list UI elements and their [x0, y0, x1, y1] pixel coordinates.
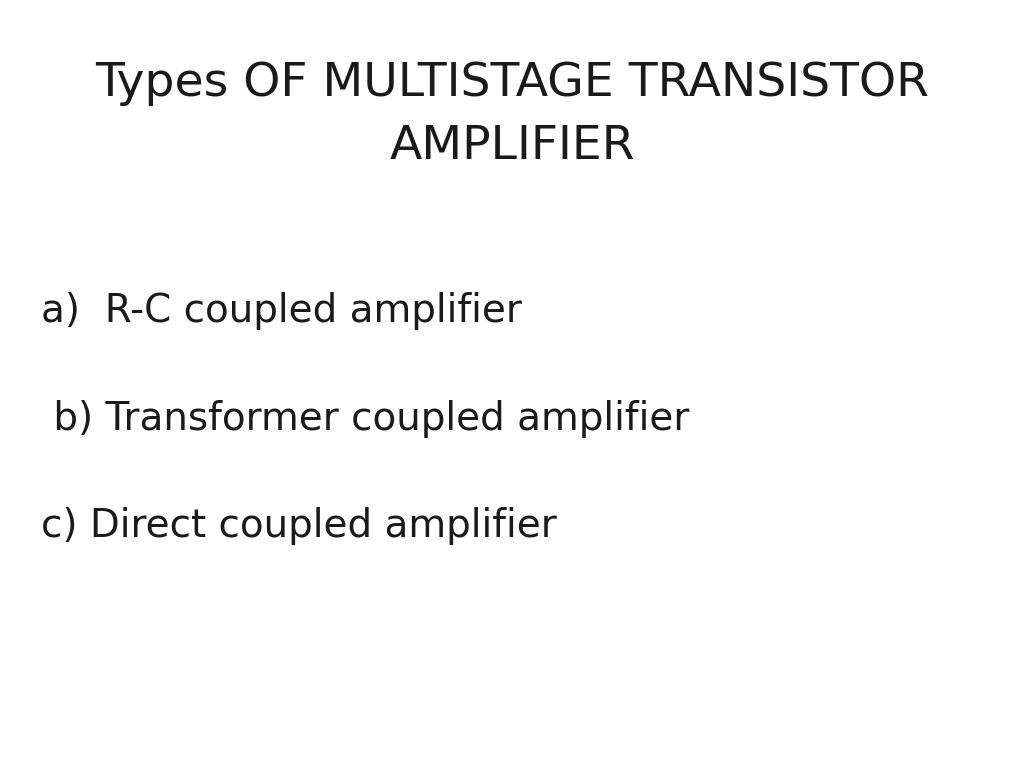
Text: Types OF MULTISTAGE TRANSISTOR
AMPLIFIER: Types OF MULTISTAGE TRANSISTOR AMPLIFIER [95, 61, 929, 169]
Text: a)  R-C coupled amplifier: a) R-C coupled amplifier [41, 292, 522, 330]
Text: b) Transformer coupled amplifier: b) Transformer coupled amplifier [41, 399, 689, 438]
Text: c) Direct coupled amplifier: c) Direct coupled amplifier [41, 507, 557, 545]
